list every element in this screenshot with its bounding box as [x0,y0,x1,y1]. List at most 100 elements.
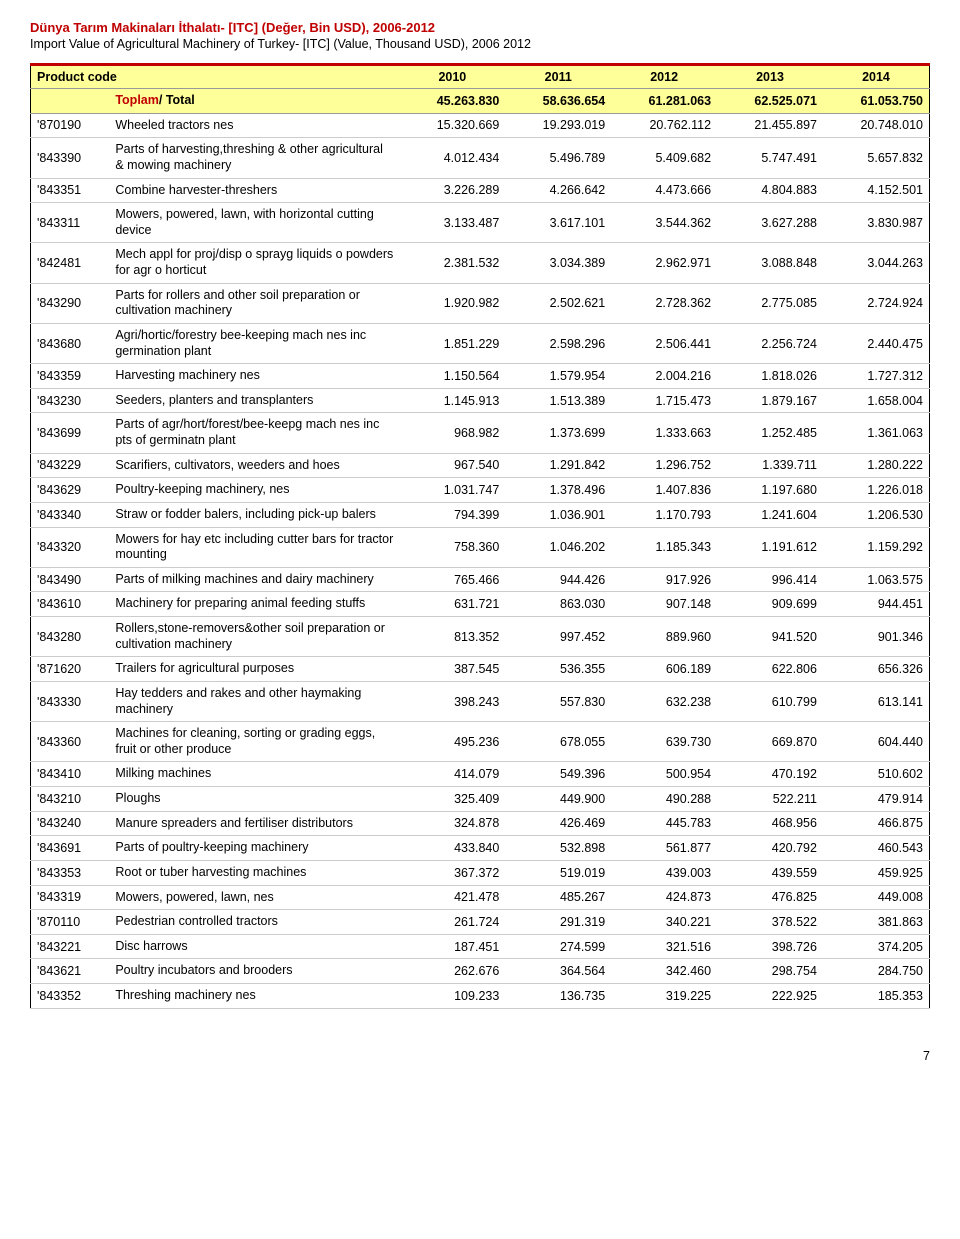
cell-value: 967.540 [399,453,505,478]
cell-value: 1.920.982 [399,283,505,323]
table-row: '843352Threshing machinery nes109.233136… [31,984,930,1009]
product-desc: Parts of harvesting,threshing & other ag… [109,138,399,178]
product-desc: Mech appl for proj/disp o sprayg liquids… [109,243,399,283]
product-code: '843410 [31,762,110,787]
cell-value: 342.460 [611,959,717,984]
cell-value: 500.954 [611,762,717,787]
product-desc: Combine harvester-threshers [109,178,399,203]
cell-value: 549.396 [505,762,611,787]
cell-value: 1.145.913 [399,388,505,413]
cell-value: 1.818.026 [717,364,823,389]
cell-value: 20.762.112 [611,113,717,138]
cell-value: 321.516 [611,934,717,959]
cell-value: 449.008 [823,885,930,910]
table-row: '842481Mech appl for proj/disp o sprayg … [31,243,930,283]
product-code: '843352 [31,984,110,1009]
product-code: '843360 [31,722,110,762]
cell-value: 2.724.924 [823,283,930,323]
total-value: 61.053.750 [823,89,930,114]
table-row: '843629Poultry-keeping machinery, nes1.0… [31,478,930,503]
title-en: Import Value of Agricultural Machinery o… [30,37,930,51]
cell-value: 901.346 [823,617,930,657]
cell-value: 941.520 [717,617,823,657]
cell-value: 1.252.485 [717,413,823,453]
cell-value: 2.256.724 [717,323,823,363]
cell-value: 2.004.216 [611,364,717,389]
product-code: '843320 [31,527,110,567]
cell-value: 631.721 [399,592,505,617]
cell-value: 1.851.229 [399,323,505,363]
table-row: '843390Parts of harvesting,threshing & o… [31,138,930,178]
cell-value: 291.319 [505,910,611,935]
cell-value: 532.898 [505,836,611,861]
cell-value: 340.221 [611,910,717,935]
table-row: '843699Parts of agr/hort/forest/bee-keep… [31,413,930,453]
product-desc: Parts of agr/hort/forest/bee-keepg mach … [109,413,399,453]
cell-value: 1.170.793 [611,502,717,527]
cell-value: 325.409 [399,787,505,812]
table-row: '843359Harvesting machinery nes1.150.564… [31,364,930,389]
table-row: '843353Root or tuber harvesting machines… [31,860,930,885]
table-row: '843221Disc harrows187.451274.599321.516… [31,934,930,959]
cell-value: 4.804.883 [717,178,823,203]
cell-value: 5.496.789 [505,138,611,178]
table-row: '843229Scarifiers, cultivators, weeders … [31,453,930,478]
total-label: Toplam/ Total [109,89,399,114]
cell-value: 907.148 [611,592,717,617]
product-code: '843351 [31,178,110,203]
cell-value: 324.878 [399,811,505,836]
cell-value: 3.627.288 [717,203,823,243]
cell-value: 3.044.263 [823,243,930,283]
product-code: '870110 [31,910,110,935]
table-row: '843320Mowers for hay etc including cutt… [31,527,930,567]
cell-value: 1.063.575 [823,567,930,592]
total-value: 45.263.830 [399,89,505,114]
cell-value: 398.243 [399,681,505,721]
cell-value: 813.352 [399,617,505,657]
product-code: '843290 [31,283,110,323]
cell-value: 1.296.752 [611,453,717,478]
product-code: '843390 [31,138,110,178]
table-row: '843311Mowers, powered, lawn, with horiz… [31,203,930,243]
cell-value: 613.141 [823,681,930,721]
cell-value: 460.543 [823,836,930,861]
cell-value: 449.900 [505,787,611,812]
product-code: '843610 [31,592,110,617]
product-desc: Poultry incubators and brooders [109,959,399,984]
table-row: '843680Agri/hortic/forestry bee-keeping … [31,323,930,363]
cell-value: 1.291.842 [505,453,611,478]
cell-value: 2.962.971 [611,243,717,283]
table-row: '870110Pedestrian controlled tractors261… [31,910,930,935]
cell-value: 1.150.564 [399,364,505,389]
cell-value: 490.288 [611,787,717,812]
product-desc: Rollers,stone-removers&other soil prepar… [109,617,399,657]
cell-value: 5.747.491 [717,138,823,178]
cell-value: 109.233 [399,984,505,1009]
cell-value: 794.399 [399,502,505,527]
cell-value: 3.088.848 [717,243,823,283]
cell-value: 909.699 [717,592,823,617]
cell-value: 2.502.621 [505,283,611,323]
product-code: '871620 [31,657,110,682]
cell-value: 3.544.362 [611,203,717,243]
header-year: 2011 [505,65,611,89]
cell-value: 1.715.473 [611,388,717,413]
cell-value: 561.877 [611,836,717,861]
table-row: '843351Combine harvester-threshers3.226.… [31,178,930,203]
table-row: '870190Wheeled tractors nes15.320.66919.… [31,113,930,138]
cell-value: 381.863 [823,910,930,935]
cell-value: 433.840 [399,836,505,861]
header-row: Product code 2010 2011 2012 2013 2014 [31,65,930,89]
product-code: '843340 [31,502,110,527]
cell-value: 3.226.289 [399,178,505,203]
table-row: '843330Hay tedders and rakes and other h… [31,681,930,721]
table-row: '871620Trailers for agricultural purpose… [31,657,930,682]
product-desc: Poultry-keeping machinery, nes [109,478,399,503]
cell-value: 424.873 [611,885,717,910]
cell-value: 2.598.296 [505,323,611,363]
table-row: '843280Rollers,stone-removers&other soil… [31,617,930,657]
cell-value: 1.191.612 [717,527,823,567]
cell-value: 420.792 [717,836,823,861]
product-desc: Parts for rollers and other soil prepara… [109,283,399,323]
cell-value: 863.030 [505,592,611,617]
